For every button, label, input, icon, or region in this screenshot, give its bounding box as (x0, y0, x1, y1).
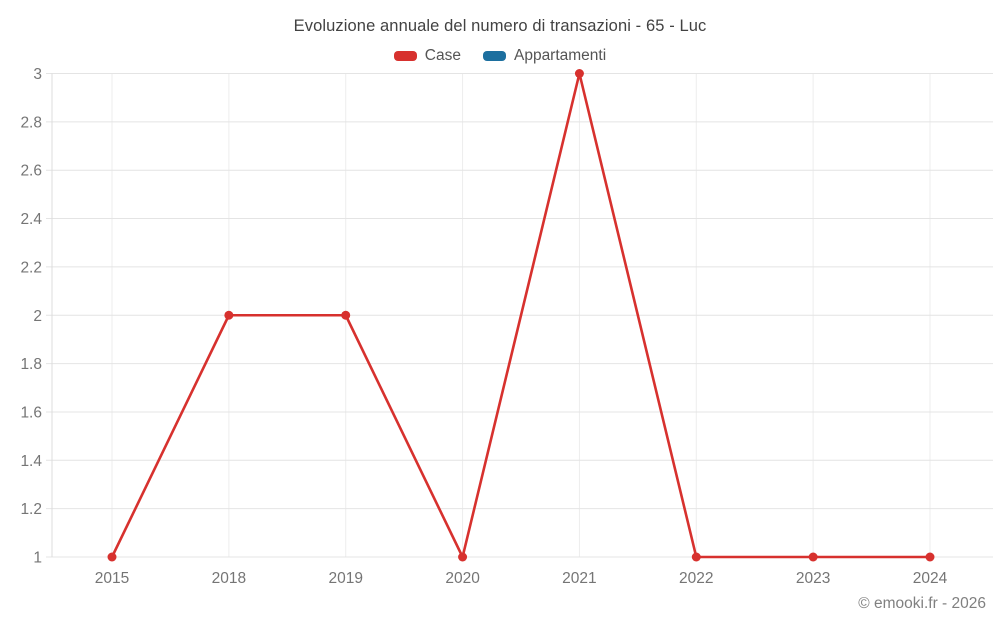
y-axis-tick-label: 3 (33, 66, 42, 83)
x-axis-tick-label: 2024 (913, 570, 948, 587)
legend-item-case[interactable]: Case (393, 47, 461, 65)
x-axis-tick-label: 2020 (445, 570, 480, 587)
series-line-case (110, 72, 930, 559)
x-axis-tick-label: 2021 (562, 570, 596, 587)
data-point-case-2021[interactable] (574, 69, 584, 78)
chart-title: Evoluzione annuale del numero di transaz… (293, 17, 707, 35)
y-axis-tick-label: 1.8 (20, 356, 42, 373)
data-point-case-2023[interactable] (808, 552, 818, 562)
data-point-case-2024[interactable] (925, 552, 935, 562)
y-axis-tick-label: 1.4 (20, 453, 42, 470)
y-axis-tick-label: 2.8 (20, 114, 42, 131)
chart-legend: Case Appartamenti (0, 47, 1000, 65)
legend-item-appartamenti[interactable]: Appartamenti (482, 47, 607, 65)
y-axis-tick-label: 2.2 (20, 259, 42, 276)
y-axis-tick-label: 2.4 (20, 211, 42, 228)
y-axis-tick-label: 1 (33, 550, 42, 567)
copyright-watermark: © emooki.fr - 2026 (858, 595, 986, 612)
y-axis-tick-label: 2 (33, 308, 42, 325)
case-series-swatch-icon (393, 51, 417, 61)
data-point-case-2020[interactable] (458, 552, 468, 562)
x-axis-tick-label: 2015 (95, 570, 129, 587)
y-axis-tick-label: 2.6 (20, 163, 42, 180)
data-point-case-2022[interactable] (691, 552, 701, 562)
y-axis-tick-label: 1.2 (20, 501, 42, 518)
data-point-case-2015[interactable] (107, 552, 117, 562)
legend-label-appartamenti: Appartamenti (513, 47, 607, 64)
data-point-case-2018[interactable] (224, 310, 234, 320)
legend-label-case: Case (424, 47, 461, 64)
appartamenti-series-swatch-icon (482, 51, 506, 61)
x-axis-tick-label: 2023 (796, 570, 830, 587)
x-axis-tick-label: 2018 (212, 570, 246, 587)
data-point-case-2019[interactable] (341, 310, 351, 320)
x-axis-tick-label: 2019 (328, 570, 362, 587)
y-axis-tick-label: 1.6 (20, 404, 42, 421)
x-axis-tick-label: 2022 (679, 570, 713, 587)
